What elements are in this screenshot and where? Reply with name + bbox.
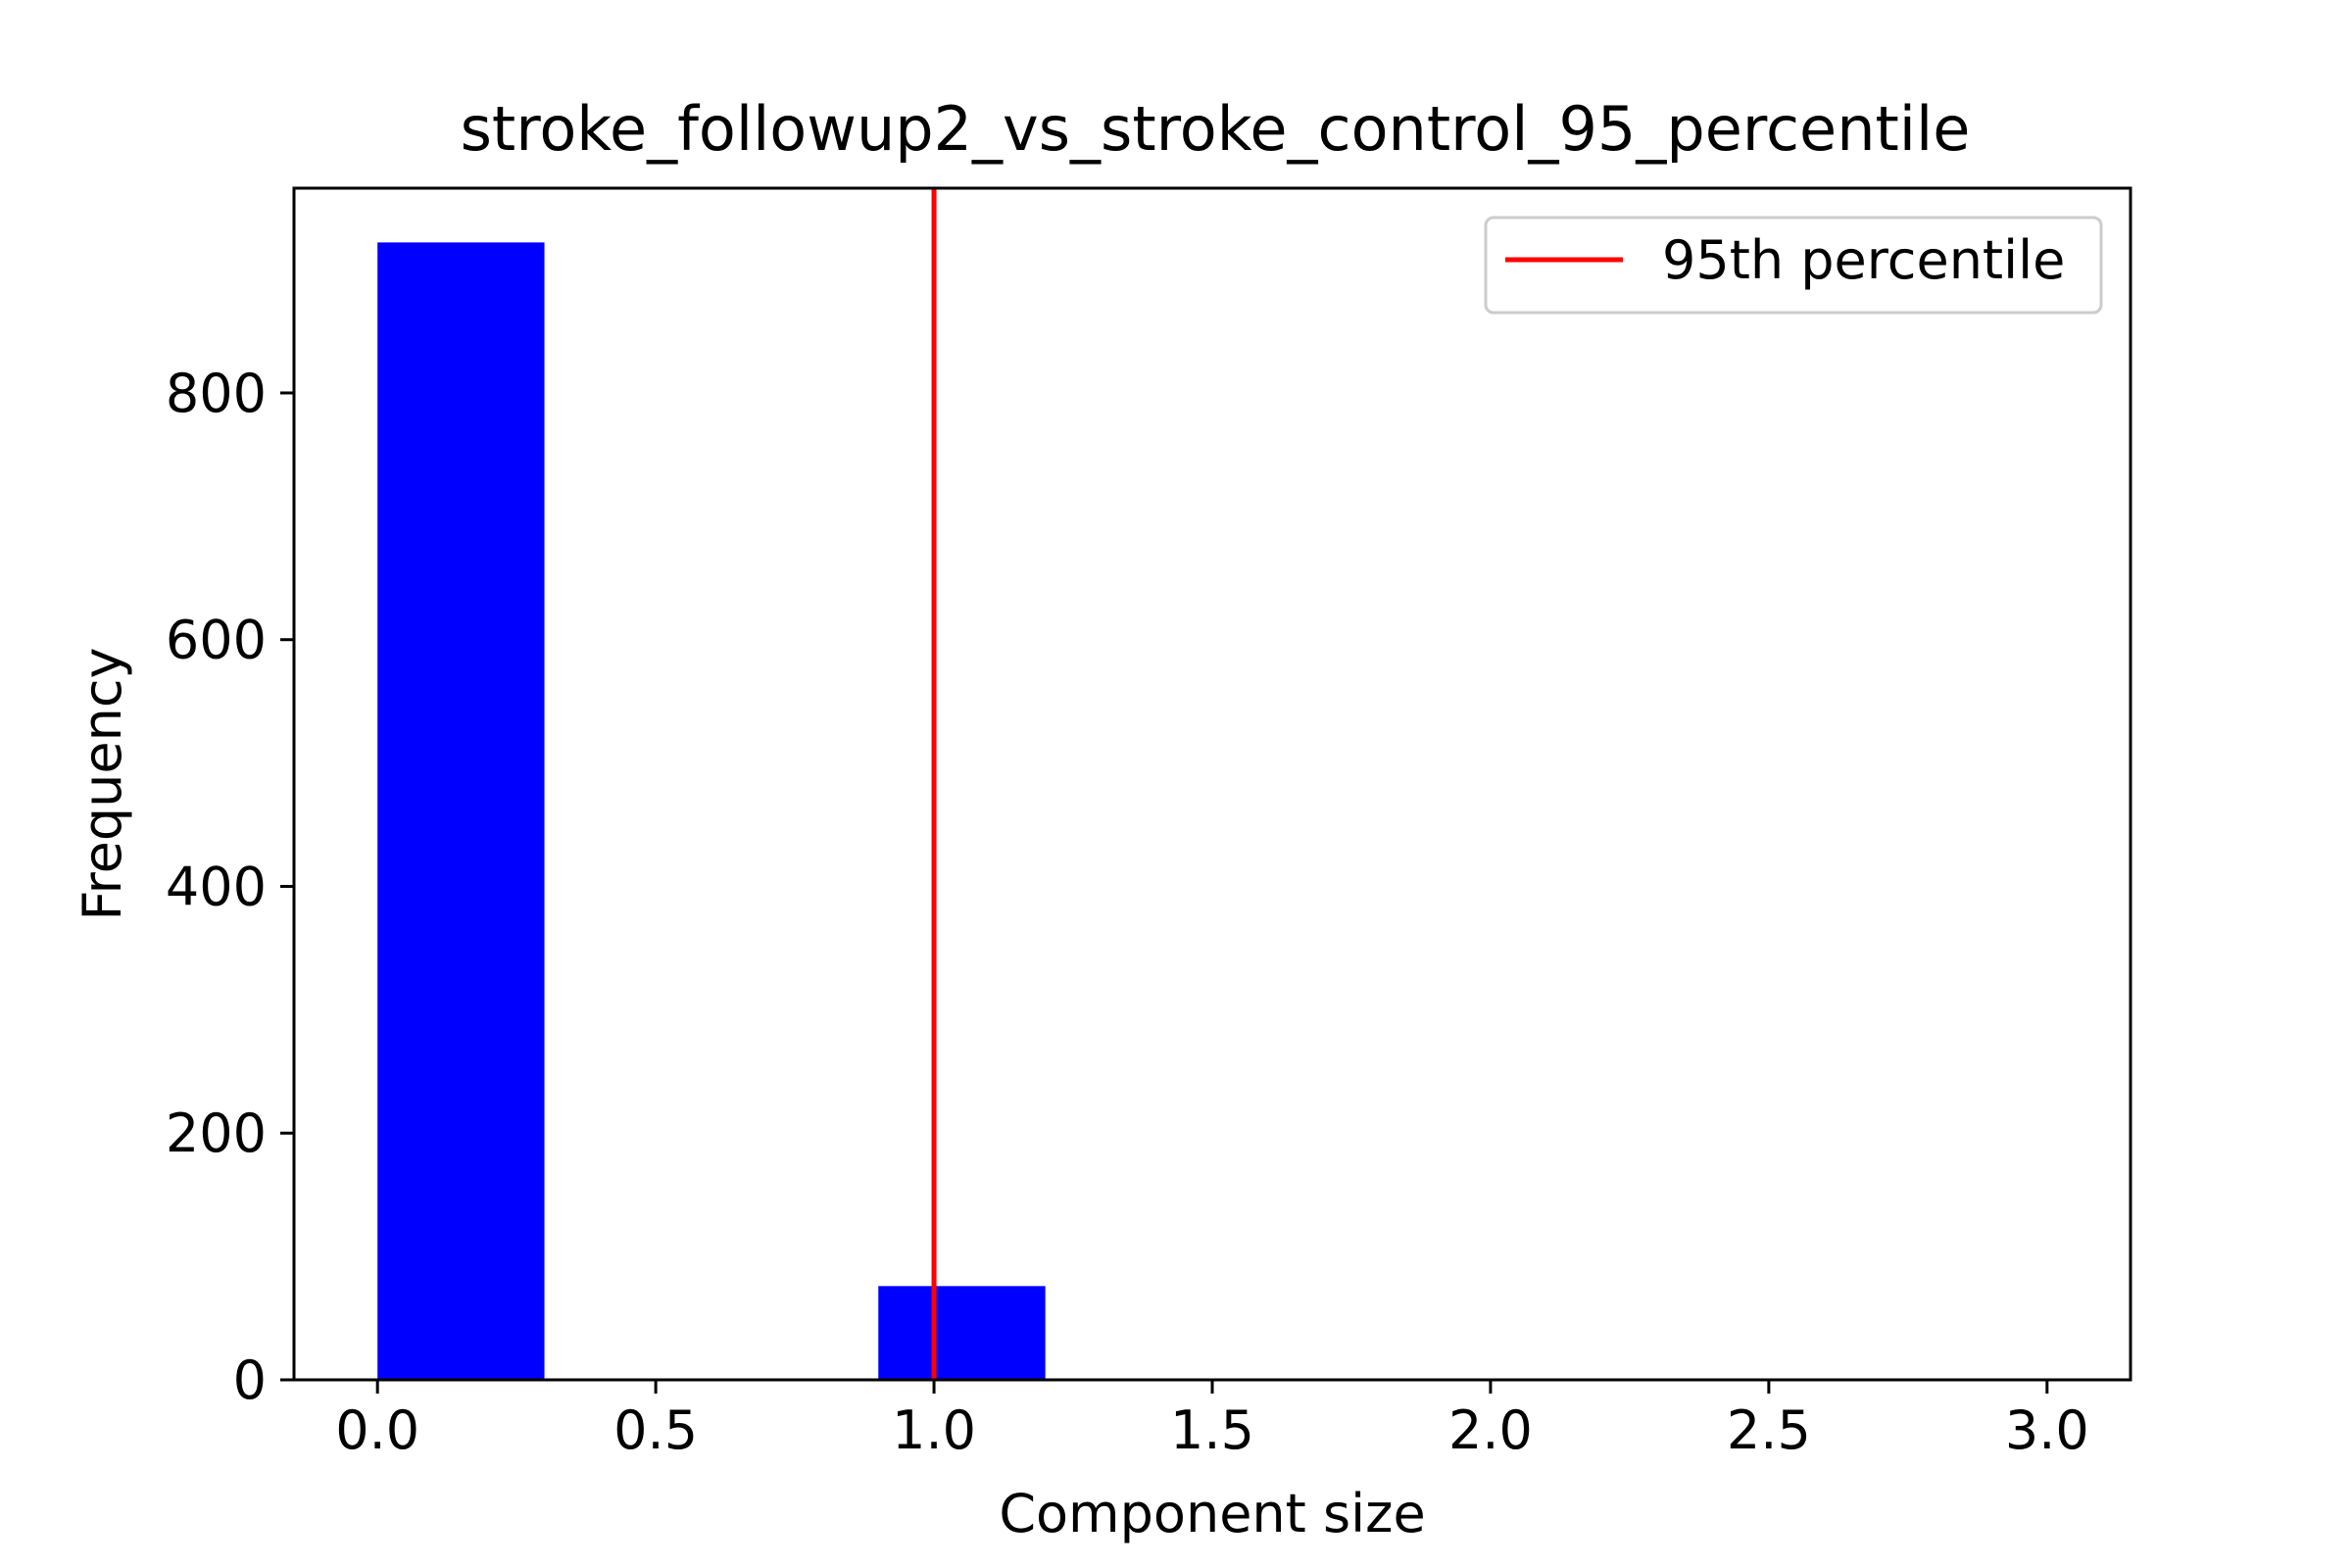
y-tick-label: 800 xyxy=(166,363,267,424)
x-tick-label: 2.5 xyxy=(1727,1399,1811,1461)
y-tick-label: 200 xyxy=(166,1102,267,1164)
legend-entry-label: 95th percentile xyxy=(1662,229,2065,291)
legend: 95th percentile xyxy=(1484,216,2103,315)
x-tick-label: 1.5 xyxy=(1170,1399,1254,1461)
legend-box xyxy=(1484,216,2103,315)
bars-layer xyxy=(377,242,1046,1380)
y-tick-label: 0 xyxy=(233,1349,267,1411)
x-tick-label: 2.0 xyxy=(1448,1399,1533,1461)
x-axis-label: Component size xyxy=(999,1483,1425,1544)
y-tick-label: 600 xyxy=(166,610,267,671)
y-axis-label: Frequency xyxy=(72,648,133,921)
chart-title: stroke_followup2_vs_stroke_control_95_pe… xyxy=(461,93,1971,165)
histogram-bar-1 xyxy=(878,1286,1046,1380)
x-tick-label: 1.0 xyxy=(892,1399,976,1461)
x-axis-ticks: 0.0 0.5 1.0 1.5 2.0 2.5 3.0 xyxy=(335,1380,2089,1461)
y-axis-ticks: 0 200 400 600 800 xyxy=(166,363,294,1411)
histogram-bar-0 xyxy=(377,242,545,1380)
x-tick-label: 0.5 xyxy=(613,1399,698,1461)
x-tick-label: 3.0 xyxy=(2005,1399,2089,1461)
x-tick-label: 0.0 xyxy=(335,1399,419,1461)
y-tick-label: 400 xyxy=(166,856,267,917)
